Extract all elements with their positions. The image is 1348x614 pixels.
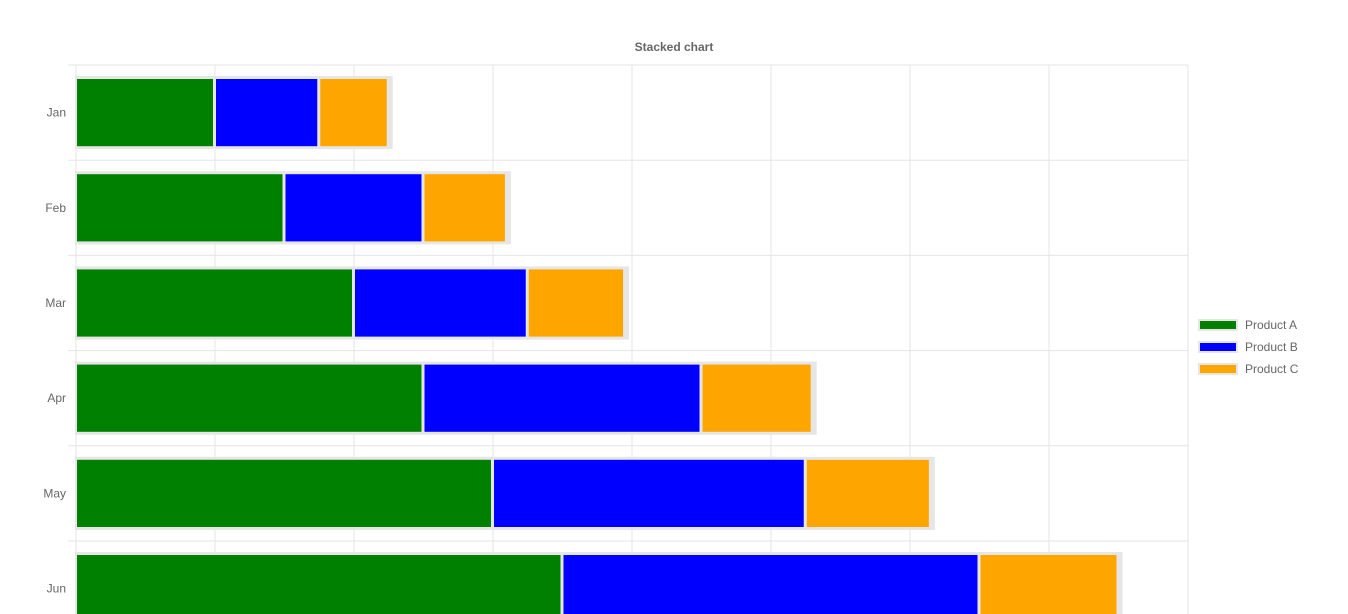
bar-segment [528,269,624,337]
bar-segment [806,459,929,527]
legend: Product A Product B Product C [1198,318,1299,376]
y-tick-label: May [43,486,66,500]
bar-segment [77,269,352,337]
legend-label: Product B [1245,340,1298,354]
legend-label: Product C [1245,362,1299,376]
bar-segment [77,459,491,527]
bar-segment [980,555,1117,614]
bar-segment [320,79,387,147]
y-tick-label: Jan [47,106,66,120]
bar-segment [77,79,213,147]
bar-segment [216,79,318,147]
legend-item[interactable]: Product A [1198,318,1297,332]
bar-segment [77,555,561,614]
y-tick-label: Mar [45,296,66,310]
bar-segment [355,269,526,337]
bar-segment [424,174,505,242]
legend-swatch [1200,321,1236,329]
bar-segment [702,364,811,432]
bar-segment [424,364,700,432]
legend-item[interactable]: Product B [1198,340,1298,354]
y-tick-label: Feb [45,201,66,215]
y-tick-label: Jun [47,582,66,596]
legend-swatch [1200,365,1236,373]
legend-item[interactable]: Product C [1198,362,1299,376]
bar-segment [77,174,283,242]
legend-label: Product A [1245,318,1297,332]
y-tick-label: Apr [47,391,66,405]
bars [75,76,1123,614]
bar-segment [563,555,978,614]
y-axis-ticks: Jan Feb Mar Apr May Jun [43,106,66,596]
bar-segment [77,364,422,432]
grid [68,64,1189,614]
chart-title: Stacked chart [635,40,714,54]
bar-segment [285,174,422,242]
legend-swatch [1200,343,1236,351]
bar-segment [494,459,804,527]
